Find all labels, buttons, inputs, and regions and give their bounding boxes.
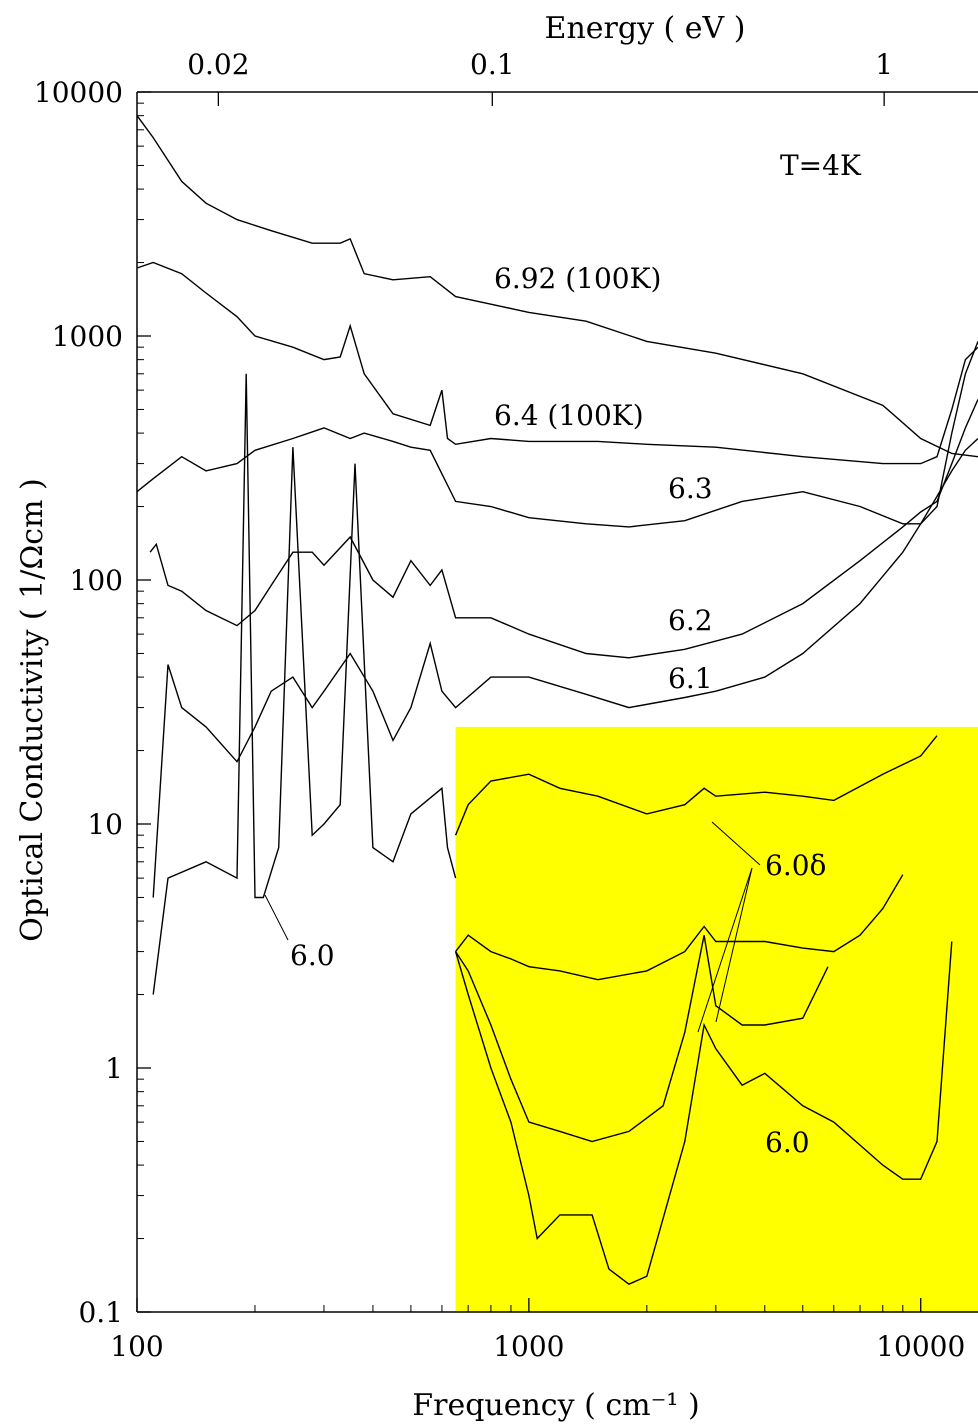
x-tick-label: 1000 xyxy=(493,1330,564,1363)
top-tick-label: 0.1 xyxy=(470,48,515,81)
y-axis-title: Optical Conductivity ( 1/Ωcm ) xyxy=(15,478,50,941)
top-axis-title: Energy ( eV ) xyxy=(545,11,746,46)
annotation-6-4: 6.4 (100K) xyxy=(494,399,644,432)
series-curves xyxy=(136,115,978,1286)
series-line-2 xyxy=(136,341,978,528)
y-tick-label: 0.1 xyxy=(78,1296,123,1329)
y-tick-label: 10 xyxy=(87,808,123,841)
y-tick-label: 1 xyxy=(105,1052,123,1085)
axes xyxy=(136,91,978,1313)
series-line-5 xyxy=(152,373,457,995)
annotation-6-0-left: 6.0 xyxy=(290,939,335,972)
series-line-6 xyxy=(454,735,938,836)
x-tick-label: 10000 xyxy=(876,1330,965,1363)
leader-lines xyxy=(264,821,761,1033)
series-line-0 xyxy=(136,115,978,458)
annotation-6-1: 6.1 xyxy=(668,662,713,695)
top-tick-label: 1 xyxy=(875,48,893,81)
series-line-3 xyxy=(149,399,978,659)
y-tick-label: 100 xyxy=(70,564,123,597)
annotation-6-3: 6.3 xyxy=(668,472,713,505)
x-tick-label: 100 xyxy=(110,1330,163,1363)
series-line-7 xyxy=(455,874,904,981)
y-tick-label: 1000 xyxy=(52,320,123,353)
x-axis-title: Frequency ( cm⁻¹ ) xyxy=(412,1388,699,1423)
series-line-9 xyxy=(454,941,953,1286)
annotation-6-0-delta: 6.0δ xyxy=(765,849,826,882)
annotation-temperature: T=4K xyxy=(780,149,862,182)
ticks: 0.1 1 10 100 1000 10000 100 1000 10000 0.02 0.1 1 xyxy=(34,48,965,1363)
series-line-8 xyxy=(455,935,829,1143)
series-line-4 xyxy=(152,437,978,898)
annotation-6-0-right: 6.0 xyxy=(765,1126,810,1159)
y-tick-label: 10000 xyxy=(34,76,123,109)
annotation-6-92: 6.92 (100K) xyxy=(494,262,661,295)
top-tick-label: 0.02 xyxy=(187,48,249,81)
series-line-1 xyxy=(136,261,978,465)
annotation-6-2: 6.2 xyxy=(668,604,713,637)
